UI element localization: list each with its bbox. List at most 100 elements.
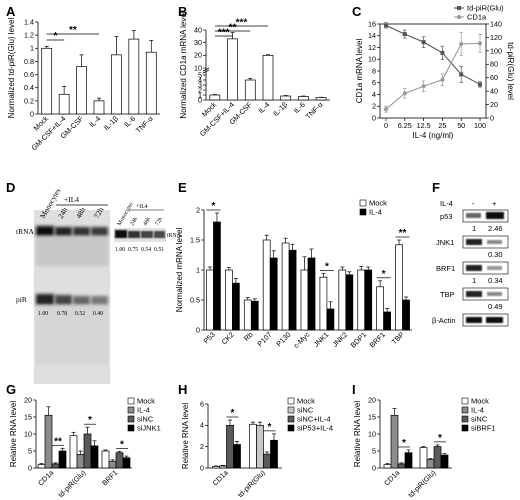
bar — [101, 450, 110, 469]
significance-label: ** — [54, 436, 62, 447]
y-tick-label: 20 — [368, 395, 376, 404]
legend-swatch — [287, 424, 295, 432]
blot-smear — [36, 236, 108, 266]
bar — [404, 452, 413, 469]
bar — [76, 66, 87, 115]
wb-band-jnk1-minus — [466, 239, 482, 245]
x-tick-label: CD1a — [36, 468, 55, 487]
data-point — [402, 32, 407, 37]
legend-swatch — [127, 406, 135, 414]
y-axis-label: Normalized td-piR(Glu) level — [7, 18, 16, 119]
y-left-tick-label: 6 — [372, 78, 376, 87]
plot-frame — [379, 23, 487, 119]
significance-label: * — [382, 269, 386, 280]
bar — [419, 447, 428, 469]
y-tick-label: 20 — [194, 51, 202, 60]
panel-label-g: G — [6, 382, 16, 397]
bar — [383, 464, 392, 469]
y-tick-label: 1.5 — [190, 235, 200, 244]
legend-label: IL-4 — [137, 406, 150, 415]
significance-label: ** — [69, 25, 77, 36]
legend-marker — [457, 6, 461, 10]
legend-label: siP53+IL-4 — [297, 424, 333, 433]
trna2-lane-72h: 72h — [155, 216, 165, 227]
bar — [440, 454, 449, 469]
bar — [262, 239, 271, 331]
bar — [319, 276, 328, 331]
significance-label: ** — [229, 23, 237, 34]
y-tick-label: 2 — [196, 205, 200, 214]
data-point — [478, 82, 482, 87]
bar — [58, 450, 67, 469]
bar — [433, 446, 442, 469]
x-tick-label: P53 — [201, 330, 216, 345]
legend-label: CD1a — [467, 13, 487, 22]
wb-band-brf1-minus — [466, 265, 482, 271]
significance-label: * — [88, 415, 92, 426]
significance-label: * — [53, 31, 57, 42]
significance-label: * — [438, 433, 442, 444]
bar — [270, 439, 278, 469]
wb-band-actin-plus — [486, 317, 503, 323]
pir-quant-1: 1.00 — [38, 311, 48, 317]
y-tick-label: 1 — [196, 265, 200, 274]
bar — [300, 269, 309, 331]
x-tick-label: td-piR(Glu) — [406, 468, 437, 499]
bar — [213, 221, 221, 331]
pir-band-lane-3 — [73, 296, 90, 305]
western-blot-panel: IL-4 - + p53 1 2.46 JNK1 0.30 BRF1 1 0.3… — [432, 199, 509, 327]
bar — [145, 51, 157, 115]
y-right-tick-label: 140 — [490, 19, 502, 28]
blot-label-trna: tRNA — [16, 227, 35, 236]
legend-label: td-piR(Glu) — [467, 4, 504, 13]
bar — [288, 249, 297, 331]
y-tick-label: 0.2 — [24, 96, 34, 105]
bar — [280, 95, 292, 101]
series-line — [385, 24, 481, 85]
y-right-tick-label: 60 — [490, 73, 498, 82]
bar — [51, 463, 60, 469]
trna2-lane-24h: 24h — [130, 216, 140, 227]
bar — [76, 454, 85, 469]
y-tick-label: 1.2 — [24, 31, 34, 40]
y-tick-label: 10 — [194, 63, 202, 72]
x-tick-label: td-piR(Glu) — [56, 468, 87, 499]
legend-label: siBRF1 — [471, 424, 496, 433]
bar — [90, 445, 99, 469]
trna-band-lane-1 — [36, 226, 54, 236]
bar — [122, 457, 131, 469]
wb-quant-brf1-plus: 0.34 — [488, 276, 503, 285]
bar — [307, 257, 316, 331]
y-tick-label: 30 — [194, 38, 202, 47]
legend-swatch — [127, 424, 135, 432]
wb-label-actin: β-Actin — [432, 316, 456, 325]
bar — [111, 54, 122, 115]
blot-trna-label: tRNA — [167, 233, 182, 239]
wb-label-jnk1: JNK1 — [436, 238, 454, 247]
trna2-band-lane-3 — [141, 231, 153, 238]
bar — [41, 47, 53, 115]
data-point — [384, 23, 388, 28]
bar — [269, 257, 278, 331]
legend-swatch — [461, 406, 469, 414]
legend-label: Mock — [369, 199, 387, 208]
y-tick-label: 1.4 — [24, 17, 34, 26]
legend-label: IL-4 — [369, 208, 382, 217]
legend-marker — [457, 15, 461, 19]
bar — [256, 424, 264, 469]
bar — [225, 269, 233, 331]
legend-swatch — [287, 415, 295, 423]
x-tick-label: BRF1 — [100, 468, 119, 487]
panel-label-a: A — [6, 4, 16, 19]
significance-label: * — [268, 422, 272, 433]
legend-swatch — [359, 199, 367, 207]
legend-label: siNC+IL-4 — [297, 415, 331, 424]
y-axis-label: Relative RNA level — [353, 401, 362, 467]
axis-break-mark — [202, 67, 210, 72]
significance-label: * — [231, 408, 235, 419]
chart-c: 0 2 4 6 8 10 12 14 16 0 20 40 60 80 100 120 140 0 6.25 12.5… — [355, 4, 515, 141]
wb-label-tbp: TBP — [440, 290, 455, 299]
y-right-tick-label: 120 — [490, 33, 502, 42]
legend-swatch — [127, 415, 135, 423]
bar — [128, 38, 140, 115]
